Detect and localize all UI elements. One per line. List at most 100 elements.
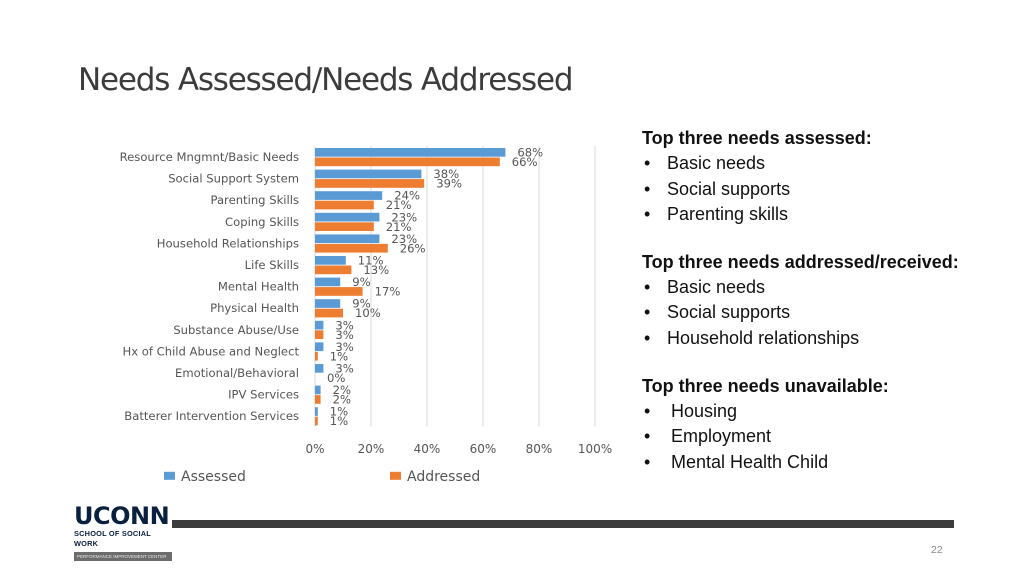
x-tick-label: 80% [526,442,553,456]
category-label: Hx of Child Abuse and Neglect [123,344,300,358]
category-label: Emotional/Behavioral [175,366,299,380]
summary-item: Basic needs [642,151,1002,177]
summary-section-unavailable: Top three needs unavailable: Housing Emp… [642,374,1002,476]
bar-value-label: 66% [512,155,538,169]
summary-item: Household relationships [642,326,1002,352]
summary-item: Social supports [642,177,1002,203]
x-tick-label: 20% [358,442,385,456]
page-number: 22 [931,544,943,556]
bar-addressed [315,287,363,296]
bar-value-label: 3% [335,362,353,376]
category-label: Physical Health [210,301,299,315]
bar-value-label: 13% [363,263,389,277]
bar-addressed [315,157,500,167]
legend-label: Addressed [407,469,480,485]
summary-item: Mental Health Child [642,450,1002,476]
bar-value-label: 11% [358,254,384,268]
bar-value-label: 3% [335,318,353,332]
category-label: Life Skills [245,258,299,272]
bar-value-label: 24% [394,189,420,203]
x-tick-label: 0% [305,442,324,456]
bar-addressed [315,200,374,210]
summary-item: Housing [642,399,1002,425]
bar-assessed [315,212,380,222]
bar-value-label: 68% [517,146,543,160]
logo-wordmark: UCONN [74,502,170,530]
bar-addressed [315,395,321,404]
category-label: Mental Health [218,280,299,294]
bar-value-label: 9% [352,297,370,311]
legend-swatch [164,471,175,480]
bar-value-label: 2% [333,383,351,397]
logo-bar-text: PERFORMANCE IMPROVEMENT CENTER [74,552,172,561]
bar-value-label: 3% [335,340,353,354]
x-tick-label: 40% [414,442,441,456]
uconn-logo: UCONN SCHOOL OF SOCIAL WORK PERFORMANCE … [74,503,172,561]
bar-value-label: 1% [330,405,348,419]
category-label: Household Relationships [157,236,299,250]
bar-addressed [315,179,425,188]
logo-subtitle: SCHOOL OF SOCIAL WORK [74,529,151,548]
bar-value-label: 23% [391,232,417,246]
category-label: IPV Services [228,388,299,402]
bar-assessed [315,385,321,395]
x-tick-label: 60% [470,442,497,456]
summary-item: Employment [642,424,1002,450]
summary-heading: Top three needs addressed/received: [642,251,959,272]
summary-list: Basic needs Social supports Household re… [642,275,1002,352]
legend-swatch [390,471,401,480]
bar-assessed [315,169,422,179]
bar-assessed [315,299,341,308]
bar-value-label: 0% [327,371,345,385]
bar-assessed [315,320,324,330]
category-label: Resource Mngmnt/Basic Needs [120,150,299,164]
summary-section-assessed: Top three needs assessed: Basic needs So… [642,126,1002,228]
bar-addressed [315,243,388,253]
summary-item: Parenting skills [642,202,1002,228]
bar-addressed [315,308,343,318]
bar-assessed [315,148,506,157]
x-tick-label: 100% [578,442,612,456]
bar-value-label: 23% [391,210,417,224]
summary-heading: Top three needs assessed: [642,128,872,148]
category-label: Substance Abuse/Use [173,323,299,337]
bar-value-label: 17% [375,285,401,299]
summary-list: Basic needs Social supports Parenting sk… [642,151,1002,228]
category-label: Batterer Intervention Services [124,409,299,423]
summary-item: Basic needs [642,275,1002,301]
slide-title: Needs Assessed/Needs Addressed [78,62,574,98]
footer-rule [172,520,954,528]
bar-value-label: 39% [436,177,462,191]
bar-value-label: 26% [400,241,426,255]
bar-value-label: 1% [330,414,348,428]
bar-value-label: 9% [352,275,370,289]
bar-value-label: 2% [333,393,351,407]
summary-item: Social supports [642,300,1002,326]
category-label: Coping Skills [225,215,299,229]
bar-value-label: 38% [433,167,459,181]
summary-heading: Top three needs unavailable: [642,375,889,396]
summary-panel: Top three needs assessed: Basic needs So… [642,126,1002,497]
bar-value-label: 3% [335,328,353,342]
summary-section-addressed: Top three needs addressed/received: Basi… [642,250,1002,352]
bar-assessed [315,256,346,265]
bar-value-label: 10% [355,306,381,320]
bar-assessed [315,234,380,244]
bar-addressed [315,330,324,339]
category-label: Social Support System [168,172,299,186]
bar-value-label: 21% [386,198,412,212]
bar-addressed [315,351,318,361]
legend-label: Assessed [181,469,246,485]
bar-value-label: 1% [330,349,348,363]
bar-assessed [315,191,383,200]
bar-addressed [315,265,352,275]
category-label: Parenting Skills [210,193,299,207]
bar-assessed [315,364,324,373]
bar-value-label: 21% [386,220,412,234]
summary-list: Housing Employment Mental Health Child [642,399,1002,476]
bar-assessed [315,277,341,287]
bar-addressed [315,416,318,426]
bar-chart: 0% 20% 40% 60% 80% 100% Resource Mngmnt/Basic … [120,146,613,485]
bar-addressed [315,222,374,231]
bar-assessed [315,342,324,352]
